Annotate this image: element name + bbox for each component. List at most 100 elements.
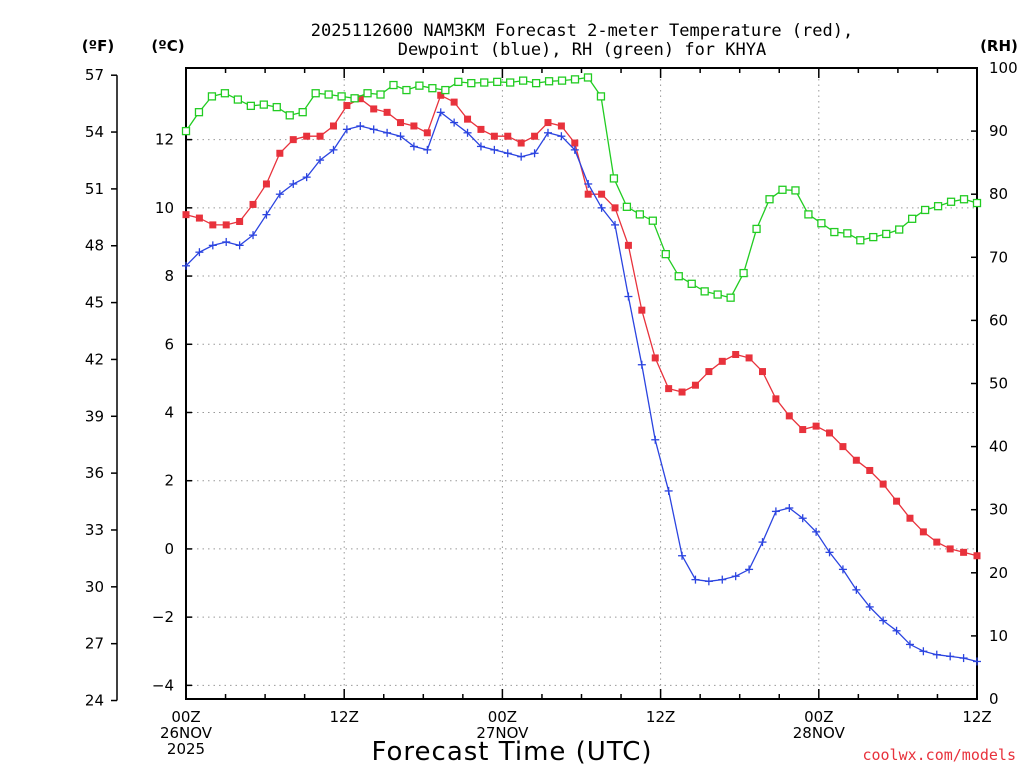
rh-point bbox=[506, 78, 515, 87]
temperature-point bbox=[410, 122, 418, 130]
temperature-point bbox=[799, 426, 807, 434]
dewpoint-point bbox=[342, 125, 351, 134]
dewpoint-point bbox=[718, 575, 727, 584]
dewpoint-point bbox=[973, 657, 981, 666]
rh-point bbox=[246, 101, 255, 111]
dewpoint-point bbox=[959, 654, 968, 663]
celsius-tick-label: 2 bbox=[164, 472, 174, 490]
rh-point bbox=[570, 75, 580, 84]
temperature-point bbox=[423, 129, 431, 137]
dewpoint-point bbox=[383, 128, 392, 137]
temperature-point bbox=[678, 388, 686, 396]
rh-point bbox=[350, 94, 359, 103]
rh-point bbox=[583, 73, 593, 82]
rh-point bbox=[635, 210, 645, 219]
axes: 242730333639424548515457−4−2024681012010… bbox=[85, 59, 1018, 710]
rh-point bbox=[441, 85, 450, 95]
rh-point bbox=[804, 210, 813, 219]
dewpoint-point bbox=[812, 527, 821, 536]
dewpoint-point bbox=[611, 220, 620, 229]
temperature-point bbox=[557, 122, 565, 130]
dewpoint-point bbox=[758, 538, 767, 547]
dewpoint-point bbox=[852, 585, 861, 594]
temperature-point bbox=[437, 91, 445, 99]
dewpoint-point bbox=[892, 626, 901, 635]
temperature-point bbox=[209, 221, 217, 229]
temperature-point bbox=[343, 102, 351, 110]
rh-point bbox=[324, 90, 333, 99]
temperature-point bbox=[236, 217, 244, 225]
dewpoint-point bbox=[222, 237, 231, 246]
rh-tick-label: 80 bbox=[989, 185, 1008, 203]
plot-frame bbox=[185, 67, 978, 700]
temperature-point bbox=[289, 136, 297, 144]
dewpoint-point bbox=[704, 577, 713, 586]
temperature-point bbox=[879, 480, 887, 488]
rh-point bbox=[259, 100, 268, 109]
temperature-point bbox=[611, 204, 619, 212]
temperature-point bbox=[772, 395, 780, 403]
fahrenheit-tick-label: 54 bbox=[85, 123, 104, 141]
rh-point bbox=[908, 214, 917, 223]
fahrenheit-tick-label: 33 bbox=[85, 521, 104, 539]
temperature-point bbox=[222, 221, 230, 229]
series-dewpoint bbox=[182, 108, 981, 666]
temperature-point bbox=[826, 429, 834, 437]
rh-point bbox=[869, 232, 878, 242]
fahrenheit-tick-label: 24 bbox=[85, 692, 104, 710]
dewpoint-line bbox=[185, 111, 978, 663]
x-tick-label: 12Z bbox=[646, 708, 675, 726]
x-tick-label: 12Z bbox=[962, 708, 991, 726]
celsius-tick-label: 0 bbox=[164, 540, 174, 558]
rh-point bbox=[648, 216, 657, 225]
fahrenheit-tick-label: 27 bbox=[85, 635, 104, 653]
rh-point bbox=[882, 229, 891, 239]
rh-point bbox=[376, 90, 385, 99]
dewpoint-point bbox=[182, 261, 190, 270]
rh-point bbox=[311, 89, 320, 98]
rh-point bbox=[920, 205, 930, 215]
rh-point bbox=[181, 126, 191, 136]
temperature-point bbox=[946, 545, 954, 553]
rh-tick-label: 0 bbox=[989, 690, 999, 708]
temperature-point bbox=[973, 552, 981, 560]
temperature-point bbox=[665, 385, 673, 393]
rh-point bbox=[817, 219, 826, 228]
x-tick-label: 00Z bbox=[171, 708, 200, 726]
temperature-point bbox=[182, 211, 190, 219]
rh-tick-label: 90 bbox=[989, 122, 1008, 140]
rh-point bbox=[531, 78, 541, 88]
rh-point bbox=[596, 92, 606, 101]
rh-point bbox=[518, 76, 528, 85]
temperature-point bbox=[852, 456, 860, 464]
rh-point bbox=[972, 198, 982, 208]
dewpoint-point bbox=[235, 241, 244, 250]
fahrenheit-tick-label: 57 bbox=[85, 66, 104, 84]
dewpoint-point bbox=[946, 652, 955, 661]
dewpoint-point bbox=[543, 128, 552, 137]
series-temperature bbox=[182, 91, 981, 560]
temperature-point bbox=[276, 149, 284, 157]
temperature-point bbox=[477, 125, 485, 133]
dewpoint-point bbox=[932, 650, 941, 659]
fahrenheit-tick-label: 48 bbox=[85, 237, 104, 255]
temperature-point bbox=[262, 180, 270, 188]
x-tick-label: 00Z bbox=[804, 708, 833, 726]
temperature-point bbox=[745, 354, 753, 362]
rh-tick-label: 40 bbox=[989, 438, 1008, 456]
rh-point bbox=[467, 78, 476, 88]
rh-point bbox=[739, 268, 748, 278]
rh-point bbox=[207, 92, 217, 101]
temperature-point bbox=[316, 132, 324, 140]
temperature-point bbox=[504, 132, 512, 140]
temperature-point bbox=[732, 351, 740, 359]
x-tick-label: 12Z bbox=[330, 708, 359, 726]
dewpoint-point bbox=[570, 145, 579, 154]
rh-point bbox=[778, 185, 787, 194]
rh-point bbox=[415, 81, 424, 90]
data-series bbox=[181, 73, 982, 666]
temperature-point bbox=[638, 306, 646, 314]
x-tick-label: 2025 bbox=[167, 740, 205, 758]
temperature-point bbox=[866, 466, 874, 474]
rh-tick-label: 30 bbox=[989, 501, 1008, 519]
